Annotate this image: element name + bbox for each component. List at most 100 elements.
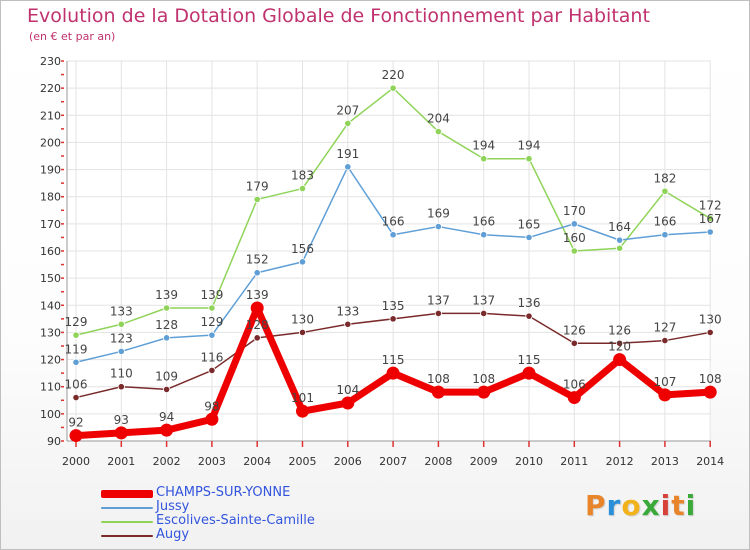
data-point-augy	[480, 309, 488, 318]
data-label-champs-sur-yonne: 93	[114, 413, 129, 427]
legend-label: Escolives-Sainte-Camille	[156, 513, 315, 528]
data-point-augy	[72, 393, 80, 402]
data-label-escolives-sainte-camille: 133	[110, 304, 133, 318]
data-point-champs-sur-yonne	[613, 353, 627, 367]
data-label-jussy: 169	[427, 207, 450, 221]
data-label-augy: 137	[472, 293, 495, 307]
data-point-jussy	[117, 347, 125, 356]
data-point-escolives-sainte-camille	[615, 244, 624, 252]
data-point-escolives-sainte-camille	[117, 320, 125, 328]
data-point-augy	[389, 315, 397, 323]
y-tick-label: 200	[40, 136, 61, 149]
data-point-augy	[298, 328, 307, 337]
logo-letter: t	[671, 489, 686, 522]
data-point-champs-sur-yonne	[205, 412, 219, 426]
y-tick-label: 120	[40, 354, 61, 367]
data-point-jussy	[72, 358, 80, 366]
data-label-escolives-sainte-camille: 194	[518, 139, 541, 153]
data-label-champs-sur-yonne: 101	[291, 391, 314, 405]
x-tick-label: 2002	[153, 455, 181, 468]
data-point-augy	[706, 328, 714, 337]
data-point-jussy	[208, 331, 216, 339]
data-label-augy: 126	[563, 323, 586, 337]
y-tick-label: 110	[40, 381, 61, 394]
data-label-champs-sur-yonne: 139	[246, 288, 269, 302]
data-label-champs-sur-yonne: 107	[653, 375, 676, 389]
data-label-champs-sur-yonne: 108	[427, 372, 450, 386]
data-label-champs-sur-yonne: 108	[472, 372, 495, 386]
data-label-augy: 126	[608, 323, 631, 337]
data-label-escolives-sainte-camille: 204	[427, 112, 450, 126]
data-label-jussy: 166	[653, 215, 676, 229]
data-point-jussy	[298, 258, 307, 266]
data-label-escolives-sainte-camille: 129	[65, 315, 88, 329]
logo-letter: r	[606, 489, 622, 522]
data-label-escolives-sainte-camille: 194	[472, 139, 495, 153]
data-point-escolives-sainte-camille	[570, 247, 578, 255]
data-point-champs-sur-yonne	[160, 423, 174, 437]
data-label-jussy: 170	[563, 204, 586, 218]
y-tick-label: 210	[40, 109, 61, 122]
legend-label: CHAMPS-SUR-YONNE	[156, 485, 291, 500]
data-point-jussy	[706, 228, 714, 236]
y-tick-label: 160	[40, 245, 61, 258]
data-label-escolives-sainte-camille: 207	[336, 103, 359, 117]
logo-letter: i	[660, 489, 672, 522]
x-tick-label: 2004	[243, 455, 271, 468]
data-point-augy	[344, 320, 352, 328]
y-tick-label: 140	[40, 299, 61, 312]
data-point-escolives-sainte-camille	[480, 155, 488, 163]
data-label-champs-sur-yonne: 98	[204, 399, 219, 413]
data-label-escolives-sainte-camille: 139	[155, 288, 178, 302]
data-label-escolives-sainte-camille: 139	[200, 288, 223, 302]
x-tick-label: 2013	[651, 455, 679, 468]
data-label-augy: 109	[155, 369, 178, 383]
data-point-jussy	[480, 231, 488, 239]
y-tick-label: 220	[40, 82, 61, 95]
logo-letter: x	[641, 489, 661, 522]
data-label-augy: 116	[200, 350, 223, 364]
data-point-champs-sur-yonne	[477, 385, 491, 399]
data-label-champs-sur-yonne: 94	[159, 410, 174, 424]
data-point-escolives-sainte-camille	[208, 304, 216, 312]
chart-title: Evolution de la Dotation Globale de Fonc…	[27, 5, 650, 27]
data-label-jussy: 123	[110, 331, 133, 345]
data-label-jussy: 165	[518, 217, 541, 231]
data-point-escolives-sainte-camille	[389, 84, 397, 92]
data-label-jussy: 156	[291, 242, 314, 256]
data-label-jussy: 129	[200, 315, 223, 329]
legend-swatch	[101, 490, 153, 498]
y-tick-label: 150	[40, 272, 61, 285]
chart-subtitle: (en € et par an)	[29, 30, 116, 43]
data-point-augy	[163, 385, 171, 394]
data-point-escolives-sainte-camille	[661, 187, 669, 195]
data-label-augy: 130	[699, 312, 722, 326]
data-point-augy	[615, 339, 624, 347]
data-label-augy: 106	[65, 378, 88, 392]
data-label-escolives-sainte-camille: 183	[291, 169, 314, 183]
logo-letter: P	[585, 489, 607, 522]
data-label-champs-sur-yonne: 106	[563, 378, 586, 392]
data-label-jussy: 191	[336, 147, 359, 161]
data-label-augy: 135	[382, 299, 405, 313]
data-point-jussy	[389, 231, 397, 239]
data-point-champs-sur-yonne	[341, 396, 355, 410]
data-point-augy	[208, 366, 216, 375]
data-point-jussy	[163, 334, 171, 342]
data-point-augy	[525, 312, 533, 320]
x-tick-label: 2011	[560, 455, 588, 468]
data-label-jussy: 128	[155, 318, 178, 332]
legend-label: Augy	[156, 527, 190, 542]
data-point-champs-sur-yonne	[522, 366, 536, 380]
logo-letter: o	[621, 489, 642, 522]
data-label-jussy: 119	[65, 342, 88, 356]
x-tick-label: 2006	[334, 455, 362, 468]
data-point-escolives-sainte-camille	[298, 184, 307, 193]
data-point-escolives-sainte-camille	[253, 195, 261, 204]
x-tick-label: 2007	[379, 455, 407, 468]
data-point-augy	[434, 309, 442, 318]
data-label-champs-sur-yonne: 120	[608, 340, 631, 354]
data-label-champs-sur-yonne: 92	[68, 416, 83, 430]
